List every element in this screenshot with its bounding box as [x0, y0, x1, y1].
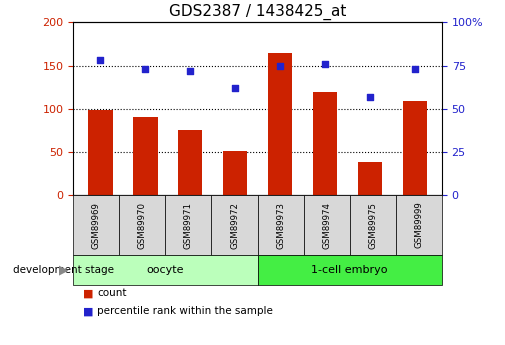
Text: GSM89969: GSM89969 [92, 202, 101, 248]
Bar [178, 130, 203, 195]
Point [276, 63, 284, 68]
Bar [223, 151, 247, 195]
Text: oocyte: oocyte [146, 265, 184, 275]
Bar [88, 109, 113, 195]
Point [96, 58, 104, 63]
Bar [358, 162, 382, 195]
Bar [402, 101, 427, 195]
Text: ■: ■ [83, 306, 94, 316]
Text: GSM89975: GSM89975 [368, 201, 377, 249]
Text: GSM89972: GSM89972 [230, 201, 239, 249]
Point [231, 85, 239, 91]
Text: ■: ■ [83, 288, 94, 298]
Text: 1-cell embryo: 1-cell embryo [312, 265, 388, 275]
Point [186, 68, 194, 73]
Text: count: count [97, 288, 127, 298]
Text: ▶: ▶ [59, 264, 68, 276]
Text: GSM89971: GSM89971 [184, 201, 193, 249]
Point [321, 61, 329, 67]
Text: GSM89973: GSM89973 [276, 201, 285, 249]
Text: GSM89974: GSM89974 [322, 201, 331, 249]
Point [141, 66, 149, 72]
Text: GSM89999: GSM89999 [414, 202, 423, 248]
Text: GSM89970: GSM89970 [138, 201, 147, 249]
Point [411, 66, 419, 72]
Bar [313, 92, 337, 195]
Bar [133, 117, 158, 195]
Title: GDS2387 / 1438425_at: GDS2387 / 1438425_at [169, 3, 346, 20]
Text: percentile rank within the sample: percentile rank within the sample [97, 306, 273, 316]
Text: development stage: development stage [13, 265, 114, 275]
Bar [268, 52, 292, 195]
Point [366, 94, 374, 99]
